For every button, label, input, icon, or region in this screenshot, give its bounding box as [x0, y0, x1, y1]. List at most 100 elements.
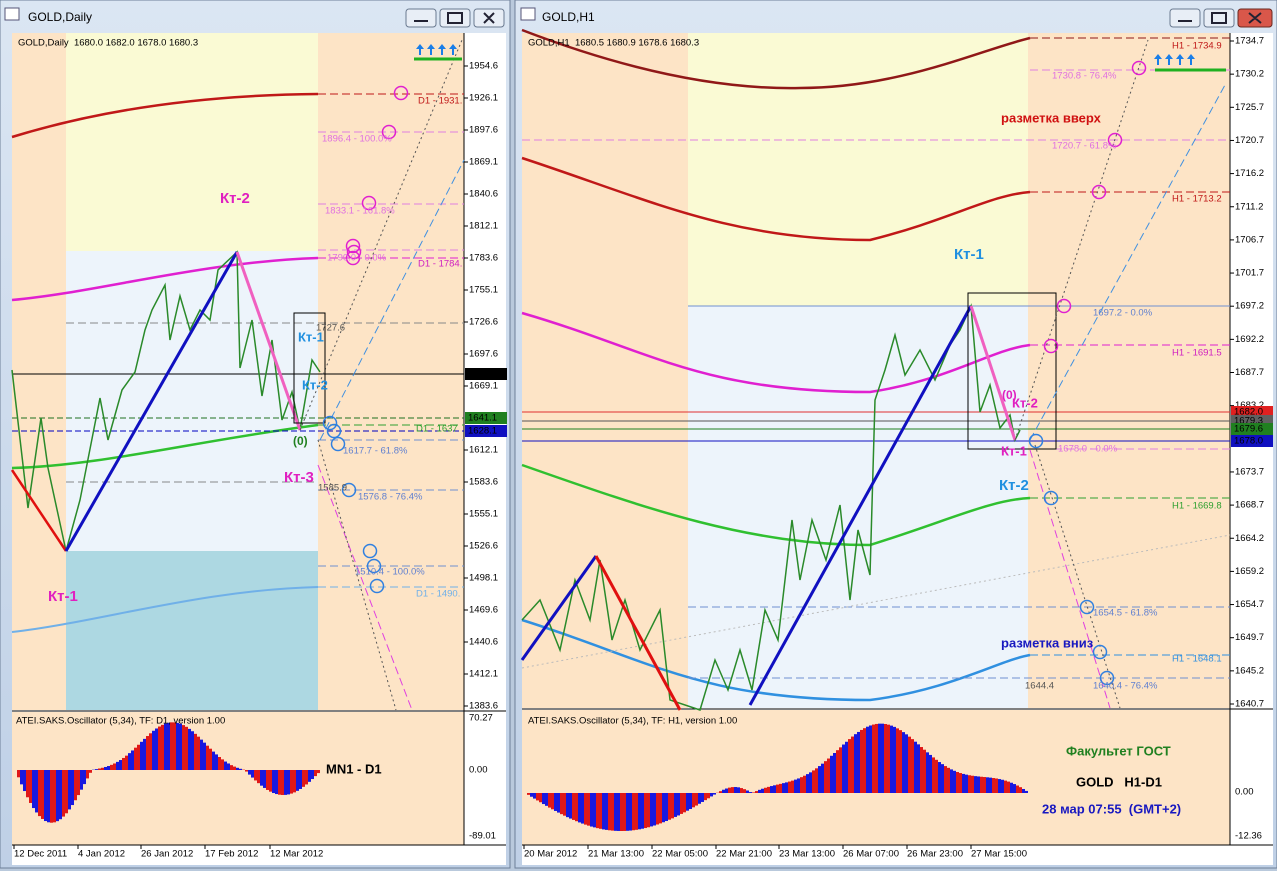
price-tick-label: 1526.6 — [469, 541, 498, 552]
price-tick-label: 1383.6 — [469, 701, 498, 712]
level-label: 1697.2 - 0.0% — [1093, 308, 1153, 319]
oscillator-bar — [23, 770, 26, 792]
oscillator-bar — [557, 793, 560, 813]
oscillator-bar — [695, 793, 698, 806]
oscillator-bar — [299, 770, 302, 789]
oscillator-bar — [233, 766, 236, 770]
oscillator-bar — [206, 745, 209, 770]
oscillator-bar — [860, 729, 863, 793]
maximize-button[interactable] — [1203, 8, 1235, 28]
oscillator-bar — [839, 747, 842, 793]
annotation: разметка вниз — [1001, 635, 1094, 650]
oscillator-bar — [884, 724, 887, 793]
oscillator-bar — [914, 741, 917, 793]
oscillator-bar — [578, 793, 581, 823]
oscillator-tick-label: 0.00 — [1235, 787, 1254, 798]
zone-mid — [66, 251, 318, 551]
oscillator-bar — [899, 730, 902, 793]
oscillator-bar — [275, 770, 278, 795]
price-tick-label: 1954.6 — [469, 61, 498, 72]
level-label: 1617.7 - 61.8% — [343, 446, 408, 457]
arrow-icon — [1176, 54, 1184, 65]
oscillator-bar — [1025, 790, 1028, 793]
oscillator-bar — [875, 723, 878, 793]
price-tick-label: 1692.2 — [1235, 334, 1264, 345]
oscillator-bar — [287, 770, 290, 795]
oscillator-bar — [701, 793, 704, 802]
oscillator-bar — [113, 763, 116, 770]
oscillator-bar — [254, 770, 257, 781]
oscillator-bar — [851, 736, 854, 793]
oscillator-bar — [539, 793, 542, 803]
oscillator-bar — [686, 793, 689, 811]
oscillator-bar — [209, 748, 212, 770]
oscillator-bar — [1010, 782, 1013, 793]
maximize-button[interactable] — [439, 8, 471, 28]
oscillator-bar — [26, 770, 29, 798]
oscillator-tick-label: 70.27 — [469, 713, 493, 724]
oscillator-bar — [566, 793, 569, 818]
oscillator-bar — [938, 762, 941, 793]
oscillator-bar — [89, 770, 92, 773]
symbol-info: GOLD,H1 1680.5 1680.9 1678.6 1680.3 — [528, 38, 699, 49]
minimize-button[interactable] — [1169, 8, 1201, 28]
oscillator-bar — [1022, 788, 1025, 793]
oscillator-bar — [881, 723, 884, 793]
oscillator-bar — [212, 751, 215, 770]
oscillator-bar — [236, 767, 239, 770]
price-tick-label: 1730.2 — [1235, 69, 1264, 80]
oscillator-bar — [956, 772, 959, 793]
oscillator-bar — [194, 733, 197, 770]
oscillator-bar — [866, 726, 869, 793]
oscillator-bar — [653, 793, 656, 826]
oscillator-bar — [815, 768, 818, 793]
oscillator-bar — [29, 770, 32, 803]
oscillator-bar — [197, 736, 200, 770]
oscillator-bar — [584, 793, 587, 825]
arrow-icon — [427, 44, 435, 55]
price-tick-label: 1755.1 — [469, 285, 498, 296]
oscillator-bar — [245, 770, 248, 772]
oscillator-bar — [200, 739, 203, 770]
window-buttons[interactable] — [405, 8, 1273, 28]
left-annotations: Кт-2 Кт-1 Кт-2 (0) Кт-3 Кт-1 1727.6 1896… — [48, 96, 462, 777]
oscillator-bar — [692, 793, 695, 808]
price-tick-label: 1840.6 — [469, 189, 498, 200]
oscillator-bar — [155, 728, 158, 770]
oscillator-bar — [101, 767, 104, 770]
oscillator-bar — [725, 788, 728, 793]
oscillator-bar — [992, 778, 995, 793]
level-label: 1576.8 - 76.4% — [358, 492, 423, 503]
minimize-button[interactable] — [405, 8, 437, 28]
oscillator-bar — [251, 770, 254, 778]
oscillator-bar — [203, 742, 206, 770]
price-tick-label: 1869.1 — [469, 157, 498, 168]
price-marker-label: 1628.1 — [468, 426, 497, 437]
oscillator-bar — [857, 731, 860, 793]
oscillator-bar — [62, 770, 65, 817]
oscillator-bar — [674, 793, 677, 817]
window-icon — [520, 7, 536, 21]
oscillator-bar — [188, 728, 191, 770]
right-annotations: разметка вверх Кт-1 (0) Кт-2 Кт-1 Кт-2 р… — [954, 41, 1222, 817]
level-label: 1727.6 — [316, 323, 345, 334]
price-tick-label: 1498.1 — [469, 573, 498, 584]
oscillator-bar — [173, 722, 176, 770]
oscillator-bar — [290, 770, 293, 794]
oscillator-tick-label: 0.00 — [469, 765, 488, 776]
time-tick-label: 20 Mar 2012 — [524, 849, 577, 860]
oscillator-bar — [263, 770, 266, 788]
oscillator-bar — [968, 775, 971, 793]
oscillator-bar — [530, 793, 533, 797]
level-label: D1 - 1931. — [418, 96, 462, 107]
oscillator-bar — [80, 770, 83, 790]
oscillator-bar — [965, 774, 968, 793]
annotation: Кт-2 — [302, 377, 328, 392]
oscillator-bar — [143, 738, 146, 770]
level-label: 1644.4 — [1025, 681, 1054, 692]
price-tick-label: 1659.2 — [1235, 566, 1264, 577]
oscillator-bar — [596, 793, 599, 829]
oscillator-bar — [542, 793, 545, 805]
level-label: 1730.8 - 76.4% — [1052, 71, 1117, 82]
